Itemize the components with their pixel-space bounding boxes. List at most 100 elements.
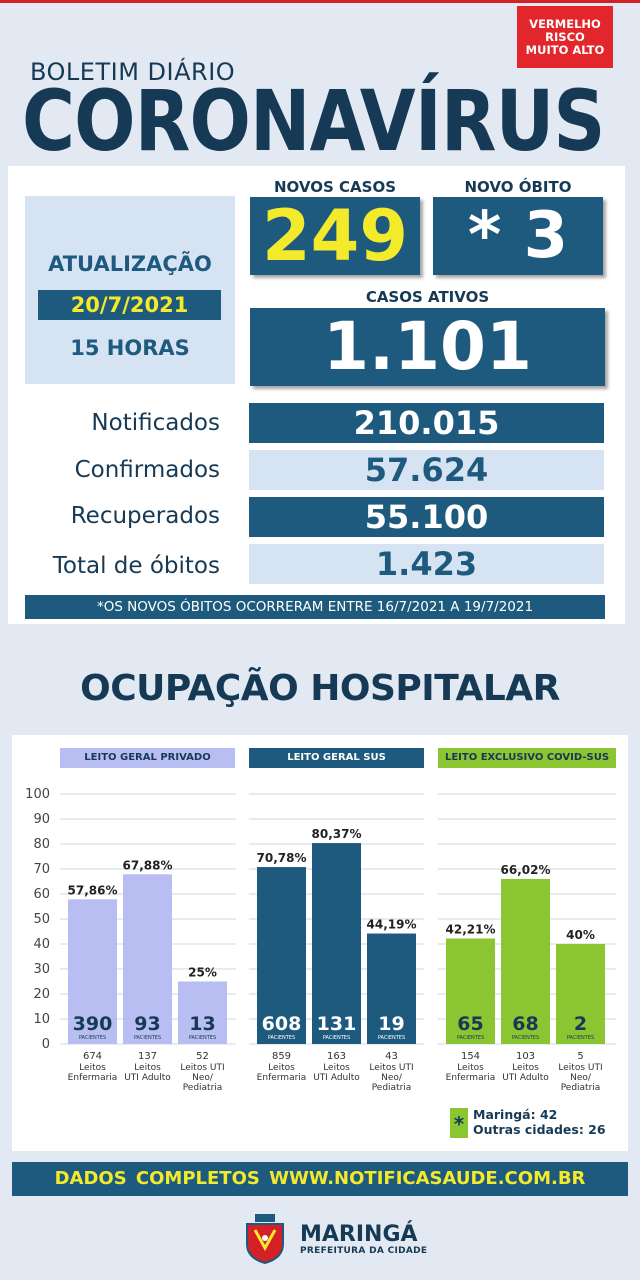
bulletin-subtitle: BOLETIM DIÁRIO: [30, 58, 236, 86]
legend-line: Outras cidades: 26: [473, 1122, 606, 1137]
stat-value-confirmed: 57.624: [249, 450, 604, 490]
y-tick-label: 70: [33, 862, 50, 877]
city-coat-of-arms-icon: [246, 1214, 284, 1264]
y-tick-label: 90: [33, 812, 50, 827]
bed-count: 5: [577, 1051, 583, 1062]
bar: [257, 867, 306, 1044]
bed-type-label: Leitos: [323, 1063, 350, 1073]
risk-line-3: MUITO ALTO: [525, 42, 605, 57]
city-name: MARINGÁ: [300, 1222, 418, 1247]
bar: [556, 944, 605, 1044]
stat-value-recovered: 55.100: [249, 497, 604, 537]
new-death-label: NOVO ÓBITO: [464, 178, 572, 196]
bed-type-label: Neo/: [381, 1073, 403, 1083]
patients-caption: PACIENTES: [323, 1035, 350, 1041]
bed-count: 859: [272, 1051, 291, 1062]
active-cases-value: 1.101: [250, 308, 605, 386]
bed-count: 43: [385, 1051, 398, 1062]
bed-type-label: Leitos: [79, 1063, 106, 1073]
bar: [446, 938, 495, 1044]
new-cases-label: NOVOS CASOS: [274, 178, 396, 196]
stat-value-deaths: 1.423: [249, 544, 604, 584]
bar-percent-label: 25%: [188, 966, 217, 980]
bar-percent-label: 80,37%: [312, 827, 362, 841]
bed-type-label: Enfermaria: [446, 1073, 496, 1083]
legend-line: Maringá: 42: [473, 1107, 557, 1122]
bar-percent-label: 70,78%: [257, 851, 307, 865]
y-tick-label: 50: [33, 912, 50, 927]
bed-type-label: Neo/: [192, 1073, 214, 1083]
stat-value-notified: 210.015: [249, 403, 604, 443]
bed-count: 103: [516, 1051, 535, 1062]
bar: [68, 899, 117, 1044]
group-header-sus: LEITO GERAL SUS: [249, 748, 424, 768]
city-subtitle: PREFEITURA DA CIDADE: [300, 1246, 428, 1256]
new-cases-value: 249: [250, 197, 420, 275]
patients-count: 68: [512, 1013, 538, 1035]
new-death-value: * 3: [433, 197, 603, 275]
patients-count: 608: [262, 1013, 302, 1035]
bar-percent-label: 40%: [566, 928, 595, 942]
bar-percent-label: 57,86%: [68, 883, 118, 897]
bed-type-label: Leitos: [134, 1063, 161, 1073]
bar-percent-label: 44,19%: [367, 918, 417, 932]
hospital-occupancy-chart: 0 10 20 30 40 50 60 70 80 90 100 57,86% 390 PACIENTES…: [25, 787, 616, 1138]
y-tick-label: 60: [33, 887, 50, 902]
patients-caption: PACIENTES: [512, 1035, 539, 1041]
bar-percent-label: 42,21%: [446, 922, 496, 936]
update-hour: 15 HORAS: [70, 336, 190, 360]
hospital-section-title: OCUPAÇÃO HOSPITALAR: [80, 668, 560, 709]
y-tick-label: 40: [33, 937, 50, 952]
y-tick-label: 0: [42, 1037, 50, 1052]
bar-percent-label: 66,02%: [501, 863, 551, 877]
patients-count: 390: [73, 1013, 113, 1035]
bed-type-label: Leitos: [457, 1063, 484, 1073]
patients-count: 93: [134, 1013, 160, 1035]
patients-caption: PACIENTES: [189, 1035, 216, 1041]
bar: [312, 843, 361, 1044]
risk-line-1: VERMELHO: [529, 16, 601, 31]
bar-percent-label: 67,88%: [123, 858, 173, 872]
bed-type-label: Leitos: [268, 1063, 295, 1073]
bed-type-label: Leitos UTI: [558, 1063, 602, 1073]
patients-count: 2: [574, 1013, 587, 1035]
risk-line-2: RISCO: [545, 29, 585, 44]
website-banner[interactable]: DADOS COMPLETOS WWW.NOTIFICASAUDE.COM.BR: [12, 1162, 628, 1196]
patients-count: 13: [189, 1013, 215, 1035]
legend-mark: *: [454, 1112, 465, 1136]
bed-count: 163: [327, 1051, 346, 1062]
bed-type-label: Leitos UTI: [369, 1063, 413, 1073]
update-date: 20/7/2021: [38, 290, 221, 320]
bed-type-label: UTI Adulto: [313, 1073, 360, 1083]
patients-caption: PACIENTES: [457, 1035, 484, 1041]
y-tick-label: 100: [25, 787, 50, 802]
stat-label-deaths: Total de óbitos: [52, 553, 220, 579]
bed-type-label: Neo/: [570, 1073, 592, 1083]
y-tick-label: 10: [33, 1012, 50, 1027]
risk-badge: VERMELHO RISCO MUITO ALTO: [517, 6, 613, 68]
stat-label-notified: Notificados: [91, 410, 220, 436]
page-title: CORONAVÍRUS: [22, 72, 605, 170]
stat-label-confirmed: Confirmados: [74, 457, 220, 483]
y-tick-label: 20: [33, 987, 50, 1002]
patients-caption: PACIENTES: [567, 1035, 594, 1041]
update-box: ATUALIZAÇÃO 20/7/2021 15 HORAS: [25, 196, 235, 384]
patients-count: 19: [378, 1013, 404, 1035]
update-label: ATUALIZAÇÃO: [48, 252, 212, 276]
bar: [367, 933, 416, 1044]
group-header-private: LEITO GERAL PRIVADO: [60, 748, 235, 768]
active-cases-label: CASOS ATIVOS: [365, 288, 490, 306]
bed-type-label: Enfermaria: [68, 1073, 118, 1083]
bed-count: 154: [461, 1051, 480, 1062]
y-tick-label: 30: [33, 962, 50, 977]
patients-caption: PACIENTES: [268, 1035, 295, 1041]
deaths-footnote: *OS NOVOS ÓBITOS OCORRERAM ENTRE 16/7/20…: [25, 595, 605, 619]
bar: [123, 874, 172, 1044]
y-tick-label: 80: [33, 837, 50, 852]
patients-caption: PACIENTES: [378, 1035, 405, 1041]
bed-type-label: Leitos: [512, 1063, 539, 1073]
bed-type-label: Enfermaria: [257, 1073, 307, 1083]
top-accent-line: [0, 0, 640, 3]
bed-type-label: Pediatria: [183, 1083, 223, 1093]
patients-caption: PACIENTES: [134, 1035, 161, 1041]
